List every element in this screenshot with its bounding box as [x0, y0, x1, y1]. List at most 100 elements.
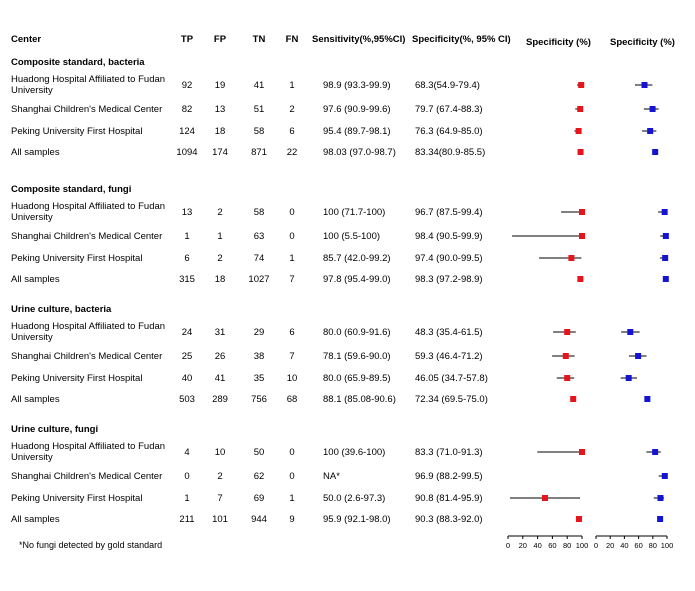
row-center: Peking University First Hospital: [11, 252, 143, 264]
row-center: Shanghai Children's Medical Center: [11, 103, 163, 115]
row-center: Shanghai Children's Medical Center: [11, 470, 163, 482]
header-sensitivity: Sensitivity(%,95%CI): [312, 34, 406, 45]
row-fn: 0: [289, 206, 295, 218]
row-center: Peking University First Hospital: [11, 125, 143, 137]
row-tp: 6: [184, 252, 190, 264]
row-tp: 13: [181, 206, 193, 218]
row-fn: 1: [289, 492, 295, 504]
row-sensitivity: 50.0 (2.6-97.3): [323, 492, 386, 504]
sensitivity-point: [577, 276, 584, 282]
row-tn: 38: [253, 350, 265, 362]
row-tp: 92: [181, 79, 193, 91]
row-tn: 1027: [248, 273, 270, 285]
row-sensitivity: 80.0 (65.9-89.5): [323, 372, 391, 384]
axis-tick-label: 100: [661, 541, 674, 550]
row-fn: 7: [289, 350, 295, 362]
sensitivity-point: [562, 353, 569, 359]
row-fp: 19: [214, 79, 226, 91]
row-fn: 6: [289, 125, 295, 137]
row-fp: 174: [212, 146, 228, 158]
row-tp: 124: [179, 125, 195, 137]
row-specificity: 68.3(54.9-79.4): [415, 79, 480, 91]
specificity-point: [641, 82, 648, 88]
row-fn: 68: [286, 393, 298, 405]
row-fp: 2: [217, 252, 223, 264]
row-tn: 69: [253, 492, 265, 504]
row-fn: 9: [289, 513, 295, 525]
row-sensitivity: 97.8 (95.4-99.0): [323, 273, 391, 285]
sensitivity-point: [575, 128, 582, 134]
row-tn: 50: [253, 446, 265, 458]
axis-tick-label: 60: [634, 541, 642, 550]
row-sensitivity: NA*: [323, 470, 340, 482]
row-fn: 0: [289, 470, 295, 482]
axis-tick-label: 80: [649, 541, 657, 550]
row-specificity: 72.34 (69.5-75.0): [415, 393, 488, 405]
row-tn: 58: [253, 125, 265, 137]
row-sensitivity: 95.4 (89.7-98.1): [323, 125, 391, 137]
sensitivity-point: [579, 209, 585, 215]
row-specificity: 98.3 (97.2-98.9): [415, 273, 483, 285]
row-tp: 25: [181, 350, 193, 362]
header-plot-left: Specificity (%): [526, 37, 591, 48]
row-tn: 35: [253, 372, 265, 384]
axis-tick-label: 20: [606, 541, 614, 550]
row-sensitivity: 98.9 (93.3-99.9): [323, 79, 391, 91]
specificity-point: [661, 473, 668, 479]
row-tp: 1: [184, 492, 190, 504]
row-fp: 13: [214, 103, 226, 115]
specificity-point: [662, 276, 669, 282]
specificity-point: [661, 209, 668, 215]
row-specificity: 98.4 (90.5-99.9): [415, 230, 483, 242]
row-sensitivity: 88.1 (85.08-90.6): [323, 393, 396, 405]
row-specificity: 59.3 (46.4-71.2): [415, 350, 483, 362]
row-fn: 1: [289, 79, 295, 91]
specificity-point: [625, 375, 632, 381]
row-fp: 31: [214, 326, 226, 338]
row-fp: 10: [214, 446, 226, 458]
row-specificity: 83.3 (71.0-91.3): [415, 446, 483, 458]
row-tn: 51: [253, 103, 265, 115]
row-sensitivity: 85.7 (42.0-99.2): [323, 252, 391, 264]
header-tp: TP: [180, 34, 194, 45]
sensitivity-point: [575, 516, 582, 522]
row-sensitivity: 100 (71.7-100): [323, 206, 386, 218]
row-fp: 289: [212, 393, 228, 405]
specificity-point: [652, 149, 659, 155]
row-tp: 24: [181, 326, 193, 338]
group-title: Composite standard, fungi: [11, 184, 132, 195]
sensitivity-point: [577, 106, 584, 112]
sensitivity-point: [570, 396, 577, 402]
header-fp: FP: [213, 34, 227, 45]
row-fn: 6: [289, 326, 295, 338]
sensitivity-point: [578, 82, 585, 88]
row-fp: 2: [217, 206, 223, 218]
row-sensitivity: 97.6 (90.9-99.6): [323, 103, 391, 115]
axis-tick-label: 40: [533, 541, 541, 550]
specificity-point: [647, 128, 654, 134]
row-fn: 7: [289, 273, 295, 285]
row-center: All samples: [11, 273, 60, 285]
row-tp: 4: [184, 446, 190, 458]
row-tp: 315: [179, 273, 195, 285]
row-tn: 29: [253, 326, 265, 338]
row-fn: 10: [286, 372, 298, 384]
row-tn: 62: [253, 470, 265, 482]
axis-tick-label: 60: [548, 541, 556, 550]
row-sensitivity: 100 (5.5-100): [323, 230, 381, 242]
row-sensitivity: 98.03 (97.0-98.7): [323, 146, 396, 158]
row-specificity: 48.3 (35.4-61.5): [415, 326, 483, 338]
row-tp: 1094: [176, 146, 198, 158]
sensitivity-point: [579, 449, 585, 455]
header-specificity: Specificity(%, 95% CI): [412, 34, 511, 45]
specificity-point: [635, 353, 642, 359]
axis-tick-label: 0: [594, 541, 598, 550]
row-tp: 211: [179, 513, 195, 525]
specificity-point: [652, 449, 659, 455]
specificity-point: [649, 106, 656, 112]
row-sensitivity: 80.0 (60.9-91.6): [323, 326, 391, 338]
row-tp: 40: [181, 372, 193, 384]
row-tp: 1: [184, 230, 190, 242]
row-center: Peking University First Hospital: [11, 372, 143, 384]
